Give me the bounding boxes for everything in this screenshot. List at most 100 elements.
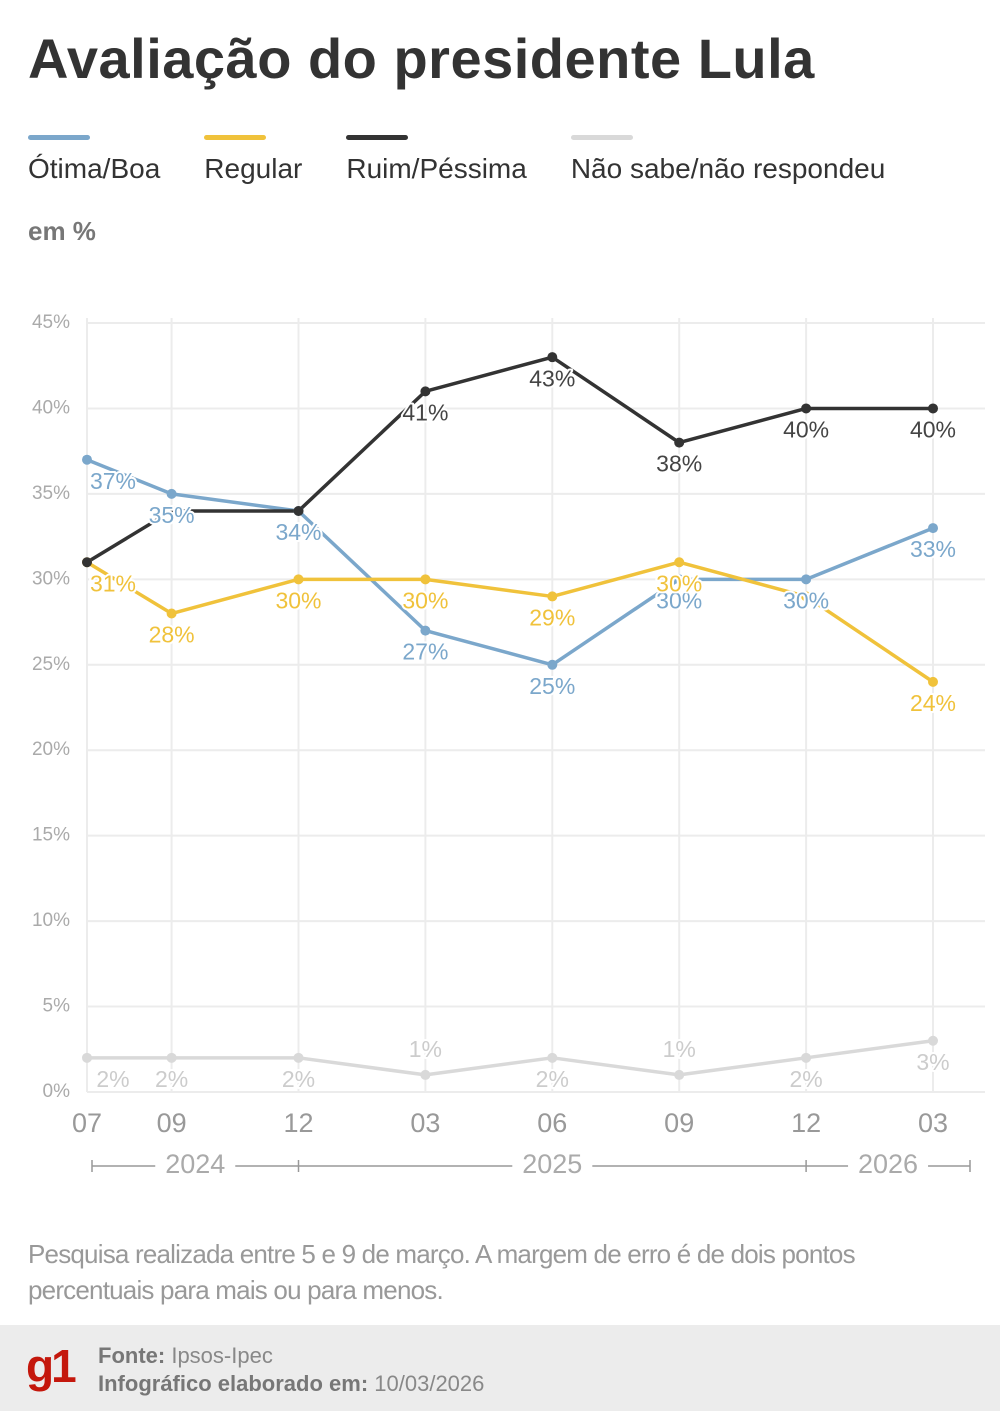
year-label: 2025 xyxy=(522,1149,582,1179)
point xyxy=(166,1052,177,1063)
date-label: Infográfico elaborado em: xyxy=(98,1371,369,1396)
data-label: 30% xyxy=(783,587,829,613)
data-label: 30% xyxy=(402,587,448,613)
data-label: 41% xyxy=(402,399,448,425)
point xyxy=(293,574,304,585)
point xyxy=(674,574,685,585)
series-line xyxy=(86,458,934,667)
x-tick-label: 09 xyxy=(664,1108,694,1138)
data-label: 30% xyxy=(656,587,702,613)
point xyxy=(801,403,812,414)
point xyxy=(674,437,685,448)
x-tick-label: 03 xyxy=(918,1108,948,1138)
y-tick-label: 10% xyxy=(32,910,70,931)
series-line xyxy=(87,1038,934,1077)
note: Pesquisa realizada entre 5 e 9 de março.… xyxy=(28,1239,856,1305)
footer: g1 Fonte: Ipsos-Ipec Infográfico elabora… xyxy=(0,1325,1000,1411)
point xyxy=(420,1069,431,1080)
legend-swatch xyxy=(28,135,90,140)
x-tick-label: 12 xyxy=(791,1108,821,1138)
legend-swatch xyxy=(570,135,633,140)
point xyxy=(166,505,177,516)
x-tick-label: 12 xyxy=(283,1108,313,1138)
point xyxy=(928,403,938,414)
data-label: 38% xyxy=(656,451,702,477)
point xyxy=(293,505,304,516)
data-label: 37% xyxy=(90,468,136,494)
data-label: 2% xyxy=(282,1066,315,1092)
point xyxy=(420,386,431,397)
data-label: 2% xyxy=(536,1066,569,1092)
y-tick-label: 5% xyxy=(43,996,71,1017)
data-label: 27% xyxy=(402,639,448,665)
y-tick-label: 35% xyxy=(32,483,70,504)
y-tick-label: 45% xyxy=(32,312,70,333)
point xyxy=(82,557,92,568)
point xyxy=(801,591,812,602)
legend-label: Ótima/Boa xyxy=(28,153,161,184)
legend-item: Ótima/Boa xyxy=(28,135,160,185)
point xyxy=(928,1035,938,1046)
legend-label: Ruim/Péssima xyxy=(346,153,527,184)
data-label: 40% xyxy=(783,417,829,443)
year-label: 2026 xyxy=(858,1149,918,1179)
title: Avaliação do presidente Lula xyxy=(28,27,815,90)
data-label: 1% xyxy=(409,1036,442,1062)
data-label: 31% xyxy=(90,570,136,596)
year-label-bg xyxy=(848,1150,929,1182)
point xyxy=(293,1052,304,1063)
x-tick-label: 03 xyxy=(410,1108,440,1138)
chart: 0% 5% 10% 15% 20% 25% 30% 35% 40% 45% 07 09 12 03 06 09… xyxy=(31,312,985,1182)
date: 10/03/2026 xyxy=(374,1371,485,1396)
legend-item: Ruim/Péssima xyxy=(346,135,527,185)
legend-item: Não sabe/não respondeu xyxy=(570,135,886,185)
data-label: 2% xyxy=(789,1066,822,1092)
point xyxy=(547,659,558,670)
x-tick-label: 09 xyxy=(157,1108,187,1138)
point xyxy=(82,454,92,465)
x-tick-label: 06 xyxy=(537,1108,567,1138)
data-label: 33% xyxy=(910,536,956,562)
point xyxy=(547,591,558,602)
x-tick-label: 07 xyxy=(72,1108,102,1138)
legend-label: Não sabe/não respondeu xyxy=(570,153,886,184)
point xyxy=(420,574,431,585)
unit-note: em % xyxy=(28,216,96,246)
data-label: 24% xyxy=(910,690,956,716)
source: Ipsos-Ipec xyxy=(171,1343,273,1368)
point xyxy=(547,352,558,363)
point xyxy=(801,574,812,585)
point xyxy=(928,523,938,534)
data-label: 29% xyxy=(529,605,575,631)
point xyxy=(674,1069,685,1080)
data-label: 43% xyxy=(529,365,575,391)
point xyxy=(166,608,177,619)
data-label: 28% xyxy=(149,622,195,648)
date-line: Infográfico elaborado em: 10/03/2026 xyxy=(98,1371,484,1397)
year-label-bg xyxy=(512,1150,593,1182)
point xyxy=(82,1052,92,1063)
year-label: 2024 xyxy=(165,1149,225,1179)
legend-label: Regular xyxy=(204,153,303,184)
data-label: 34% xyxy=(275,519,321,545)
y-tick-label: 0% xyxy=(43,1081,71,1102)
data-label: 1% xyxy=(663,1036,696,1062)
point xyxy=(420,625,431,636)
y-tick-label: 30% xyxy=(32,568,70,589)
data-label: 25% xyxy=(529,673,575,699)
data-label: 40% xyxy=(910,417,956,443)
source-label: Fonte: xyxy=(98,1343,166,1368)
legend-swatch xyxy=(346,135,409,140)
data-label: 2% xyxy=(155,1066,188,1092)
legend-item: Regular xyxy=(204,135,302,185)
data-label: 30% xyxy=(656,570,702,596)
data-label: 3% xyxy=(916,1049,949,1075)
year-label-bg xyxy=(155,1150,236,1182)
y-tick-label: 15% xyxy=(32,825,70,846)
data-label: 30% xyxy=(275,587,321,613)
y-tick-label: 20% xyxy=(32,739,70,760)
y-tick-label: 25% xyxy=(32,654,70,675)
point xyxy=(674,557,685,568)
legend: Ótima/Boa Regular Ruim/Péssima Não sabe/não… xyxy=(28,135,929,185)
